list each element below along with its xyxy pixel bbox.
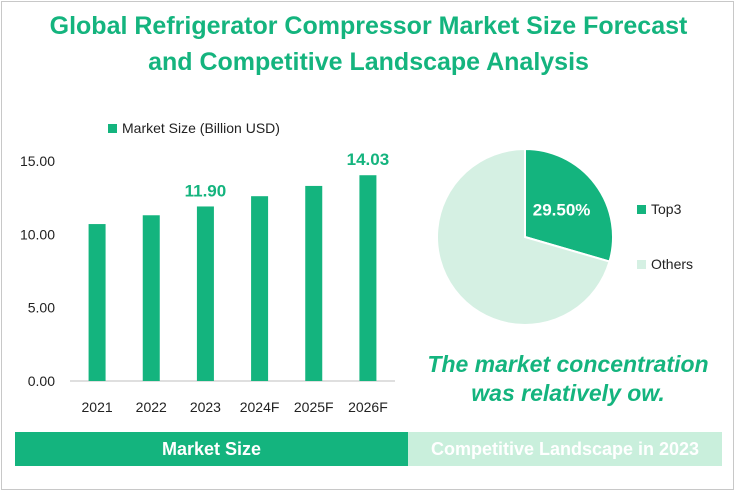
x-tick-label: 2022 — [136, 399, 167, 415]
x-tick-label: 2023 — [190, 399, 221, 415]
bar — [142, 215, 160, 381]
bar — [196, 206, 214, 381]
pie-slice — [436, 147, 611, 326]
pie-legend-label: Top3 — [651, 201, 682, 217]
bar — [359, 175, 377, 381]
bar — [305, 185, 323, 381]
x-tick-label: 2021 — [82, 399, 113, 415]
pie-legend-label: Others — [651, 256, 693, 272]
y-tick-label: 10.00 — [20, 226, 55, 242]
x-tick-label: 2025F — [294, 399, 334, 415]
pie-legend-swatch — [637, 205, 646, 214]
y-tick-label: 0.00 — [28, 373, 55, 389]
chart-title: Global Refrigerator Compressor Market Si… — [0, 8, 737, 80]
conclusion-line-2: was relatively ow. — [471, 380, 665, 406]
y-tick-label: 5.00 — [28, 300, 55, 316]
bar-legend-label: Market Size (Billion USD) — [122, 120, 280, 136]
market-size-band-label: Market Size — [161, 438, 262, 459]
y-tick-label: 15.00 — [20, 153, 55, 169]
competitive-landscape-band-label: Competitive Landscape in 2023 — [430, 438, 700, 459]
bar — [88, 224, 106, 381]
title-line-2: and Competitive Landscape Analysis — [148, 48, 589, 76]
pie-legend-swatch — [637, 260, 646, 269]
pie-chart: 29.50% Top3 Others — [436, 147, 693, 326]
x-tick-label: 2024F — [240, 399, 280, 415]
pie-data-label: 29.50% — [533, 201, 591, 220]
conclusion-text: The market concentration was relatively … — [398, 350, 737, 408]
bar — [251, 196, 269, 381]
bar-legend-swatch — [108, 124, 117, 133]
market-size-band: Market Size — [15, 432, 408, 466]
title-line-1: Global Refrigerator Compressor Market Si… — [49, 12, 688, 40]
conclusion-line-1: The market concentration — [427, 351, 709, 377]
data-label: 11.90 — [185, 181, 227, 200]
competitive-landscape-band: Competitive Landscape in 2023 — [408, 432, 722, 466]
bar-chart: 0.00 5.00 10.00 15.00 2021 2022 2023 11.90 2024F… — [20, 150, 395, 415]
x-tick-label: 2026F — [348, 399, 388, 415]
data-label: 14.03 — [347, 150, 390, 169]
pie-slice — [524, 147, 614, 263]
